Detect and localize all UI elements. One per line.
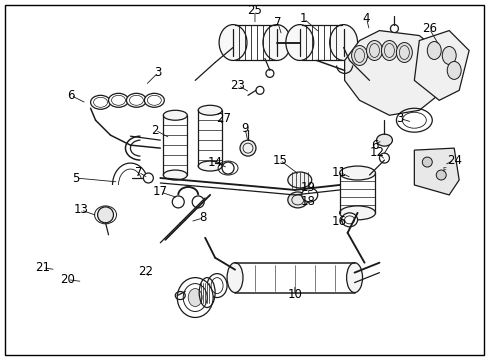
Polygon shape [344, 31, 443, 115]
Text: 3: 3 [395, 112, 402, 125]
Ellipse shape [222, 162, 234, 174]
Ellipse shape [341, 213, 357, 227]
Ellipse shape [287, 192, 307, 208]
Ellipse shape [177, 278, 213, 318]
Text: 5: 5 [72, 171, 79, 185]
Text: 13: 13 [73, 203, 88, 216]
Ellipse shape [346, 263, 362, 293]
Ellipse shape [329, 24, 357, 60]
Text: 22: 22 [138, 265, 153, 278]
Ellipse shape [285, 24, 313, 60]
Ellipse shape [126, 93, 146, 107]
Text: 26: 26 [421, 22, 436, 35]
Ellipse shape [163, 170, 187, 180]
Text: 23: 23 [230, 79, 245, 92]
Ellipse shape [339, 206, 375, 220]
Text: 7: 7 [274, 16, 281, 29]
Text: 11: 11 [331, 166, 346, 179]
Text: 14: 14 [207, 156, 222, 168]
Ellipse shape [376, 134, 392, 146]
Ellipse shape [265, 69, 273, 77]
Ellipse shape [263, 24, 290, 60]
Ellipse shape [427, 41, 440, 59]
Text: 8: 8 [199, 211, 206, 224]
Ellipse shape [366, 41, 382, 60]
Ellipse shape [198, 105, 222, 115]
Text: 21: 21 [35, 261, 50, 274]
Ellipse shape [301, 188, 317, 202]
Text: 9: 9 [241, 122, 248, 135]
Text: F: F [441, 167, 446, 173]
Ellipse shape [192, 196, 203, 208]
Text: 4: 4 [362, 12, 369, 25]
Ellipse shape [144, 93, 164, 107]
Ellipse shape [255, 86, 264, 94]
Polygon shape [413, 148, 458, 195]
Text: 17: 17 [153, 185, 167, 198]
Ellipse shape [219, 24, 246, 60]
Text: 6: 6 [370, 139, 378, 152]
Ellipse shape [339, 166, 375, 180]
Ellipse shape [98, 207, 113, 223]
Ellipse shape [163, 110, 187, 120]
Text: 20: 20 [60, 273, 75, 286]
Ellipse shape [441, 46, 455, 64]
Text: 27: 27 [216, 112, 231, 125]
Ellipse shape [108, 93, 128, 107]
Text: 2: 2 [151, 124, 159, 137]
Text: 7: 7 [134, 166, 142, 179]
Text: 3: 3 [154, 66, 162, 79]
Text: 19: 19 [300, 181, 315, 194]
Text: 10: 10 [287, 288, 302, 301]
Ellipse shape [381, 41, 397, 60]
Ellipse shape [90, 95, 110, 109]
Ellipse shape [351, 45, 367, 66]
Ellipse shape [143, 173, 153, 183]
Ellipse shape [447, 62, 460, 80]
Ellipse shape [226, 263, 243, 293]
Text: 25: 25 [247, 4, 262, 17]
Text: 1: 1 [300, 12, 307, 25]
Ellipse shape [389, 24, 398, 32]
Text: 15: 15 [272, 154, 287, 167]
Ellipse shape [188, 289, 202, 306]
Text: 24: 24 [446, 154, 461, 167]
Text: 16: 16 [331, 215, 346, 228]
Polygon shape [413, 31, 468, 100]
Ellipse shape [435, 170, 446, 180]
Ellipse shape [379, 153, 388, 163]
Ellipse shape [207, 274, 226, 298]
Ellipse shape [287, 172, 311, 188]
Ellipse shape [172, 196, 184, 208]
Ellipse shape [240, 140, 255, 156]
Ellipse shape [396, 42, 411, 62]
Ellipse shape [198, 161, 222, 171]
Text: 12: 12 [369, 145, 384, 159]
Text: 18: 18 [300, 195, 315, 208]
Ellipse shape [422, 157, 431, 167]
Text: 6: 6 [67, 89, 74, 102]
